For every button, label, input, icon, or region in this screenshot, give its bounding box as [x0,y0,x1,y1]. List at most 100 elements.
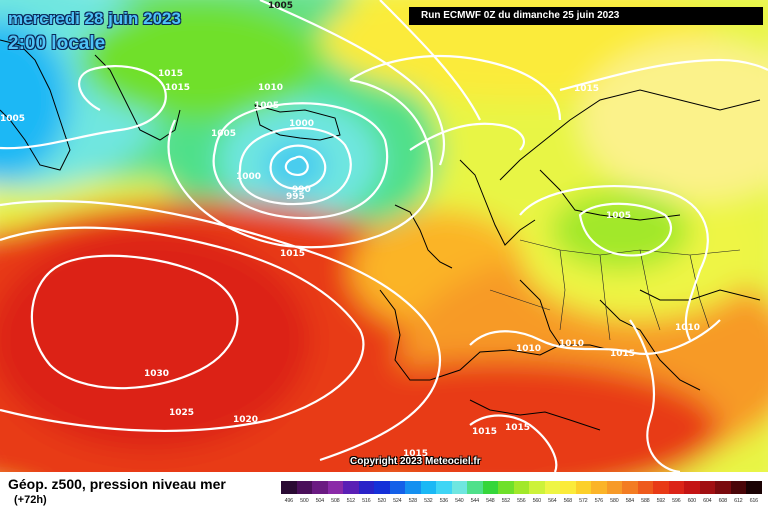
legend-tick-label: 512 [346,498,356,504]
legend-tick-label: 564 [548,498,557,504]
legend-swatch [358,481,374,494]
legend-swatch [451,481,467,494]
legend-tick-label: 584 [625,498,635,504]
legend-tick-label: 596 [672,498,681,504]
isobar-label: 1015 [158,69,183,79]
isobar-labels: 1005 1015 1015 1010 1005 1005 1000 1000 … [0,1,700,459]
isobar-label: 1005 [0,114,25,124]
legend-tick-label: 556 [517,498,526,504]
legend-tick-label: 580 [610,498,619,504]
legend-tick-label: 592 [656,498,666,504]
isobar-label: 1005 [254,101,279,111]
legend-swatch [498,481,514,494]
isobar-label: 1010 [559,339,584,349]
legend-tick-label: 528 [408,498,418,504]
legend-tick-label: 548 [486,498,495,504]
isobar-label: 1015 [403,449,428,459]
borders [489,239,741,341]
isobar-label: 1005 [606,211,631,221]
legend-swatch [405,481,421,494]
legend-tick-label: 504 [315,498,325,504]
isobar-label: 1010 [675,323,700,333]
legend-swatch [420,481,436,494]
map-footer: Géop. z500, pression niveau mer (+72h) 4… [0,472,768,512]
isobar-label: 1010 [516,344,541,354]
legend-swatch [715,481,731,494]
forecast-map: 1005 1015 1015 1010 1005 1005 1000 1000 … [0,0,768,472]
legend-tick-label: 524 [393,498,402,504]
legend-tick-label: 608 [718,498,728,504]
legend-ticks: 496 500 504 508 512 516 520 524 528 532 536 540 544 5… [281,498,762,504]
legend-tick-label: 540 [455,498,464,504]
legend-tick-label: 616 [749,498,759,504]
isobar-label: 1000 [236,172,261,182]
legend-swatch [699,481,715,494]
isobar-label: 1005 [268,1,293,11]
legend-tick-label: 572 [579,498,588,504]
run-info-banner: Run ECMWF 0Z du dimanche 25 juin 2023 [409,7,763,25]
legend-swatch [668,481,684,494]
product-title: Géop. z500, pression niveau mer [8,476,226,492]
legend-tick-label: 560 [532,498,542,504]
legend-tick-label: 496 [284,498,294,504]
isobar-label: 995 [286,192,305,202]
legend-swatch [312,481,328,494]
legend-tick-label: 500 [300,498,309,504]
legend-swatch [281,481,297,494]
legend-tick-label: 552 [501,498,511,504]
legend-tick-label: 612 [734,498,743,504]
legend-swatch [730,481,746,494]
color-legend [281,481,762,494]
legend-swatch [746,481,762,494]
legend-tick-label: 588 [641,498,650,504]
legend-tick-label: 576 [594,498,604,504]
isobars [0,0,768,472]
legend-swatch [467,481,483,494]
legend-tick-label: 600 [687,498,697,504]
legend-tick-label: 532 [424,498,433,504]
legend-swatch [374,481,390,494]
legend-swatch [296,481,312,494]
legend-swatch [513,481,529,494]
copyright-text: Copyright 2023 Meteociel.fr [350,456,481,467]
legend-swatch [560,481,576,494]
isobar-label: 1015 [165,83,190,93]
legend-tick-label: 604 [703,498,712,504]
legend-swatch [327,481,343,494]
legend-tick-label: 568 [563,498,573,504]
legend-swatch [482,481,498,494]
isobar-label: 1015 [610,349,635,359]
legend-tick-label: 544 [470,498,480,504]
isobar-label: 1010 [258,83,283,93]
isobar-label: 1015 [574,84,599,94]
legend-swatch [637,481,653,494]
map-canvas: 1005 1015 1015 1010 1005 1005 1000 1000 … [0,0,768,472]
legend-swatch [544,481,560,494]
isobar-label: 1005 [211,129,236,139]
coastlines [0,39,761,431]
isobar-label: 1020 [233,415,258,425]
isobar-label: 1000 [289,119,314,129]
isobar-label: 1015 [280,249,305,259]
legend-swatch [436,481,452,494]
legend-swatch [389,481,405,494]
isobar-label: 1015 [505,423,530,433]
legend-swatch [575,481,591,494]
isobar-label: 1015 [472,427,497,437]
isobar-label: 1030 [144,369,169,379]
legend-swatch [343,481,359,494]
legend-swatch [529,481,545,494]
legend-swatch [591,481,607,494]
forecast-date: mercredi 28 juin 2023 [8,9,181,28]
isobar-label: 1025 [169,408,194,418]
legend-tick-label: 508 [331,498,340,504]
isobar-label: 990 [292,185,311,195]
legend-tick-label: 520 [377,498,387,504]
forecast-time: 2:00 locale [8,33,106,54]
legend-tick-label: 536 [439,498,449,504]
legend-swatch [622,481,638,494]
legend-swatch [653,481,669,494]
legend-swatch [606,481,622,494]
legend-tick-label: 516 [362,498,371,504]
lead-time: (+72h) [14,494,47,506]
